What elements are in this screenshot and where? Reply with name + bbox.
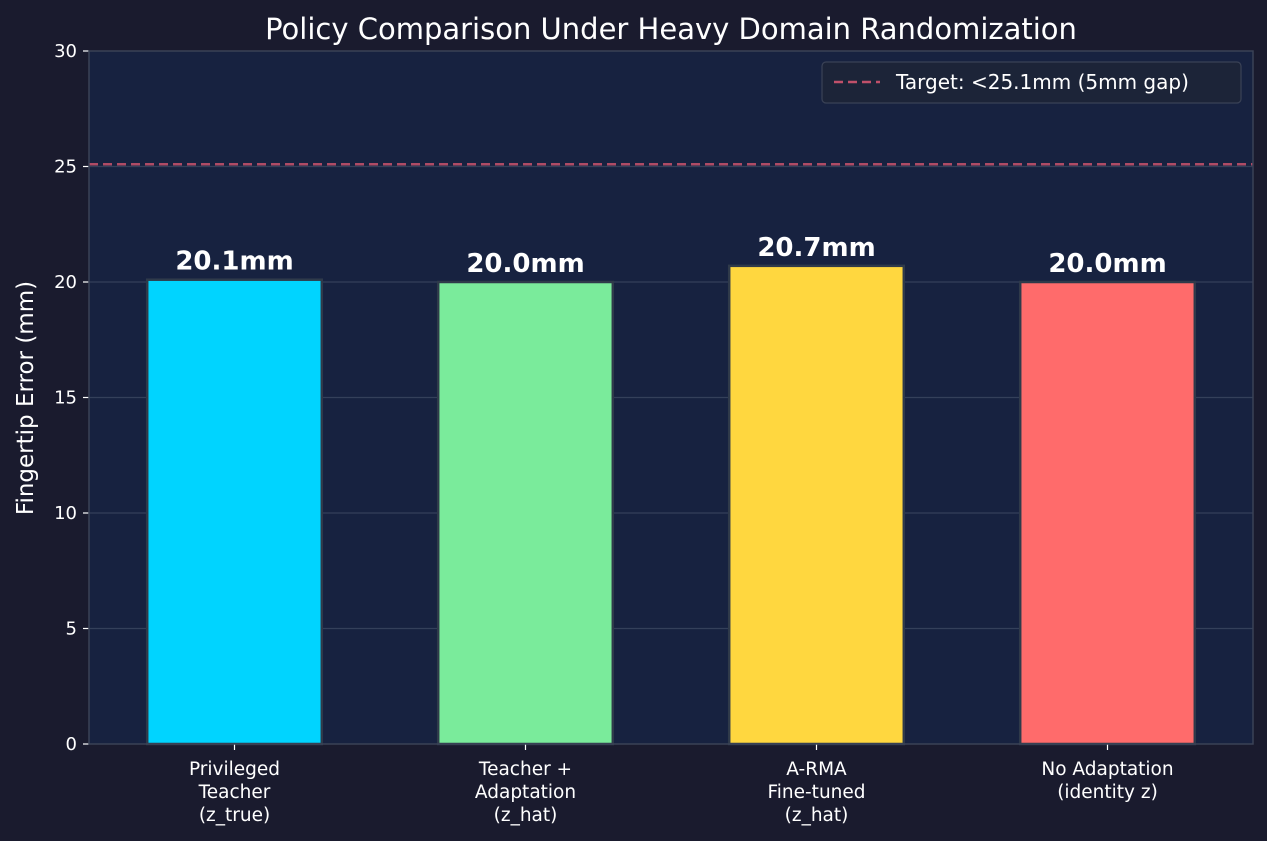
y-tick-label: 10: [54, 503, 77, 524]
plot-frame: [88, 50, 1254, 745]
y-tick-label: 0: [66, 734, 77, 755]
x-axis: Privileged Teacher (z_true) Teacher + Adapta…: [189, 744, 1174, 826]
legend-box: [821, 61, 1242, 104]
y-tick-label: 5: [66, 619, 77, 640]
x-tick-label-4: No Adaptation (identity z): [1041, 759, 1173, 803]
x-tick-label-line: Fine-tuned: [767, 782, 865, 803]
y-tick-label: 25: [54, 157, 77, 178]
data-label-1: 20.1mm: [175, 247, 293, 277]
x-tick-label-line: A-RMA: [786, 759, 847, 780]
bar-3: [727, 264, 906, 746]
bar-2: [436, 280, 615, 746]
x-tick-label-line: Teacher: [198, 782, 271, 803]
x-tick-label-1: Privileged Teacher (z_true): [189, 759, 280, 826]
legend: Target: <25.1mm (5mm gap): [821, 61, 1242, 104]
data-label-4: 20.0mm: [1048, 249, 1166, 279]
x-tick-label-2: Teacher + Adaptation (z_hat): [475, 759, 576, 826]
y-axis-label: Fingertip Error (mm): [13, 281, 39, 515]
y-tick-label: 20: [54, 272, 77, 293]
data-label-2: 20.0mm: [466, 249, 584, 279]
data-labels: 20.1mm 20.0mm 20.7mm 20.0mm: [175, 233, 1166, 279]
x-tick-label-line: Privileged: [189, 759, 280, 780]
bar-1: [145, 278, 324, 746]
x-tick-label-line: Adaptation: [475, 782, 576, 803]
x-tick-label-3: A-RMA Fine-tuned (z_hat): [767, 759, 865, 826]
x-tick-label-line: (z_hat): [785, 805, 849, 826]
y-tick-label: 30: [54, 41, 77, 62]
bars: [145, 264, 1197, 746]
bar-4: [1018, 280, 1197, 746]
legend-entry-target: Target: <25.1mm (5mm gap): [895, 70, 1189, 94]
x-tick-label-line: (z_true): [199, 805, 270, 826]
x-tick-label-line: Teacher +: [478, 759, 572, 780]
data-label-3: 20.7mm: [757, 233, 875, 263]
y-axis: 0 5 10 15 20 25 30: [54, 41, 89, 755]
x-tick-label-line: (identity z): [1057, 782, 1158, 803]
x-tick-label-line: (z_hat): [494, 805, 558, 826]
x-tick-label-line: No Adaptation: [1041, 759, 1173, 780]
chart-title: Policy Comparison Under Heavy Domain Ran…: [265, 12, 1077, 46]
y-tick-label: 15: [54, 388, 77, 409]
